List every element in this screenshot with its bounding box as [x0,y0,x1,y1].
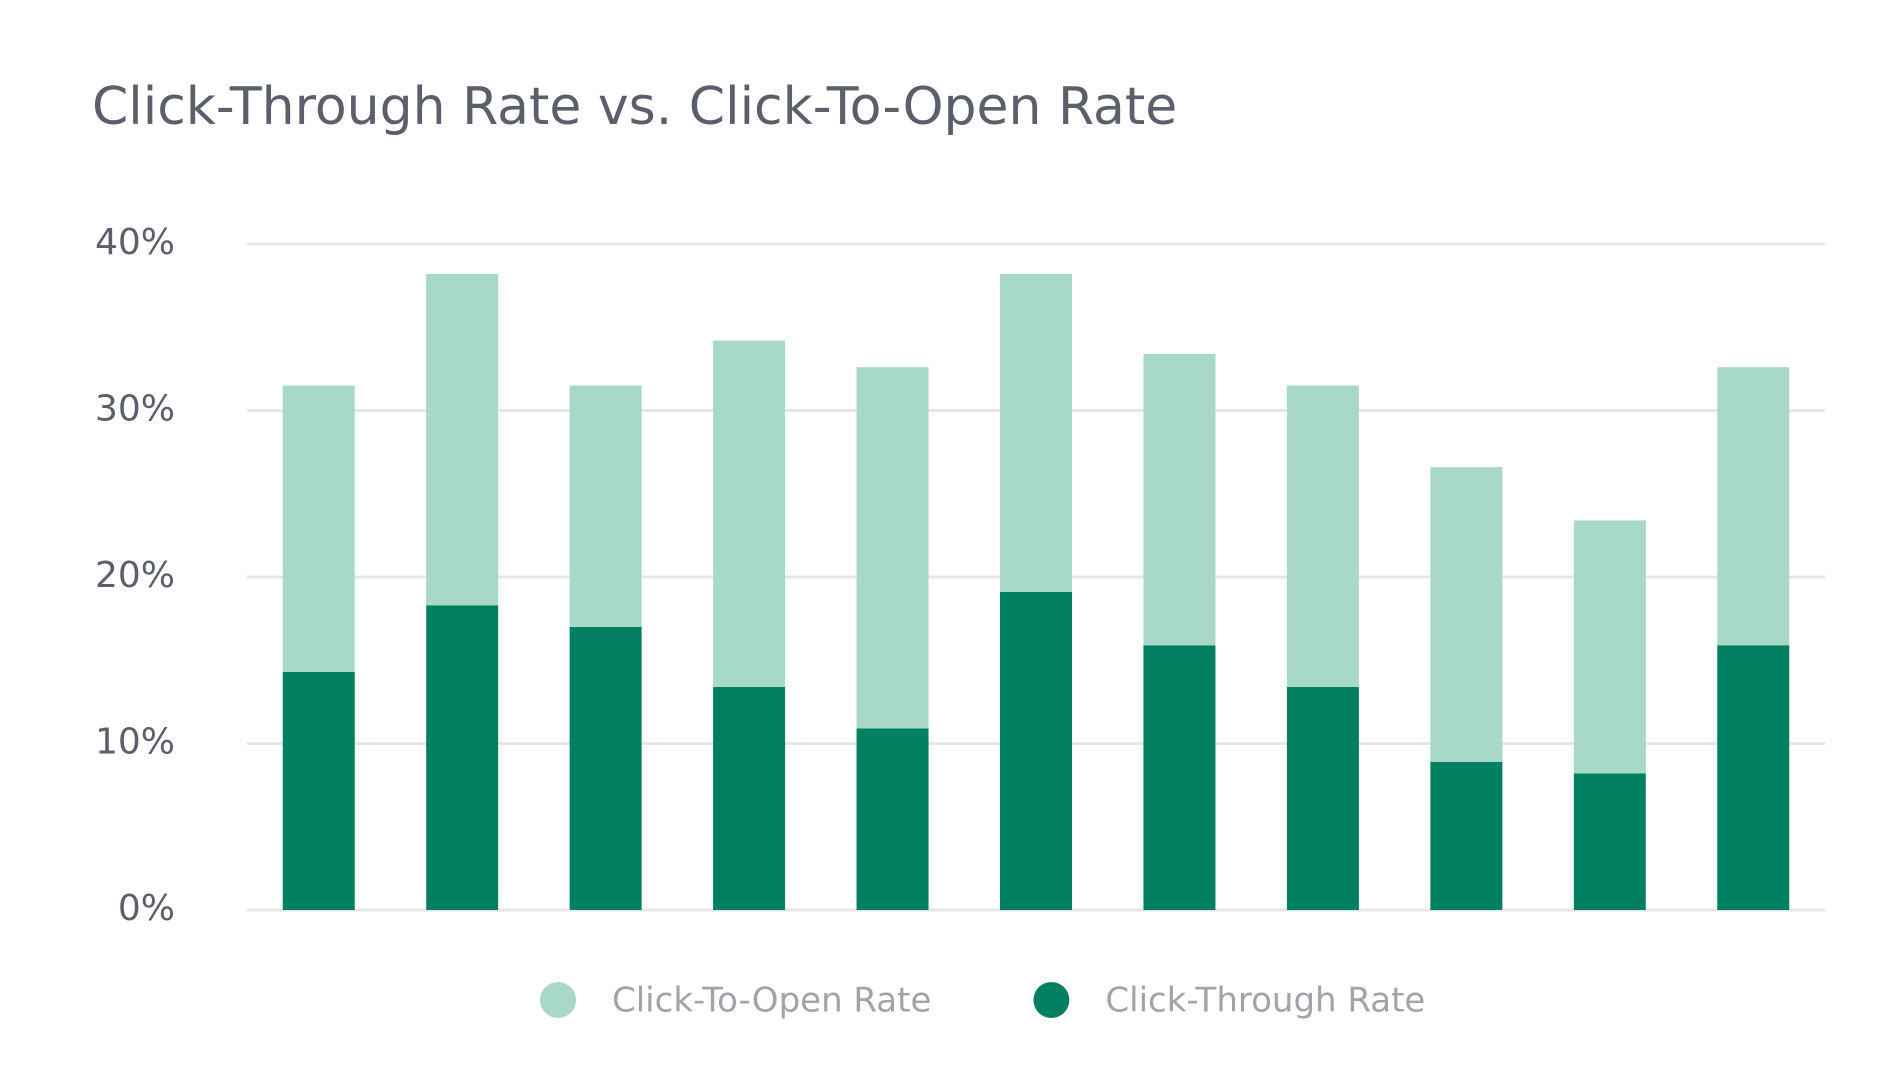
legend-marker [1033,982,1070,1018]
legend-label: Click-To-Open Rate [612,981,931,1021]
bar-segment [569,626,642,910]
bar-segment [1286,385,1359,687]
legend-marker [540,982,576,1018]
bar-segment [1000,591,1072,910]
bar-segment [282,385,355,672]
bar-segment [1573,773,1646,910]
bar-segment [1286,686,1359,910]
bar-segment [713,686,786,910]
bar-segment [1000,273,1072,592]
bar-segment [1573,520,1646,774]
y-tick-label: 10% [95,722,175,763]
legend-label: Click-Through Rate [1105,981,1425,1021]
bar-segment [282,671,355,910]
y-tick-label: 0% [118,888,175,929]
bar-segment [1430,761,1503,910]
bar-segment [1430,467,1503,762]
y-tick-label: 40% [95,222,175,263]
bar-segment [569,385,642,627]
bar-segment [1143,353,1216,646]
bar-segment [426,273,499,606]
y-tick-label: 30% [95,389,175,430]
bar-segment [1717,645,1790,910]
bar-segment [1717,367,1790,646]
chart-title: Click-Through Rate vs. Click-To-Open Rat… [92,77,1177,137]
bar-segment [713,340,786,687]
bar-segment [856,728,929,910]
bar-segment [856,367,929,729]
y-tick-label: 20% [95,555,175,596]
bar-segment [1143,645,1216,910]
bar-segment [426,605,499,910]
